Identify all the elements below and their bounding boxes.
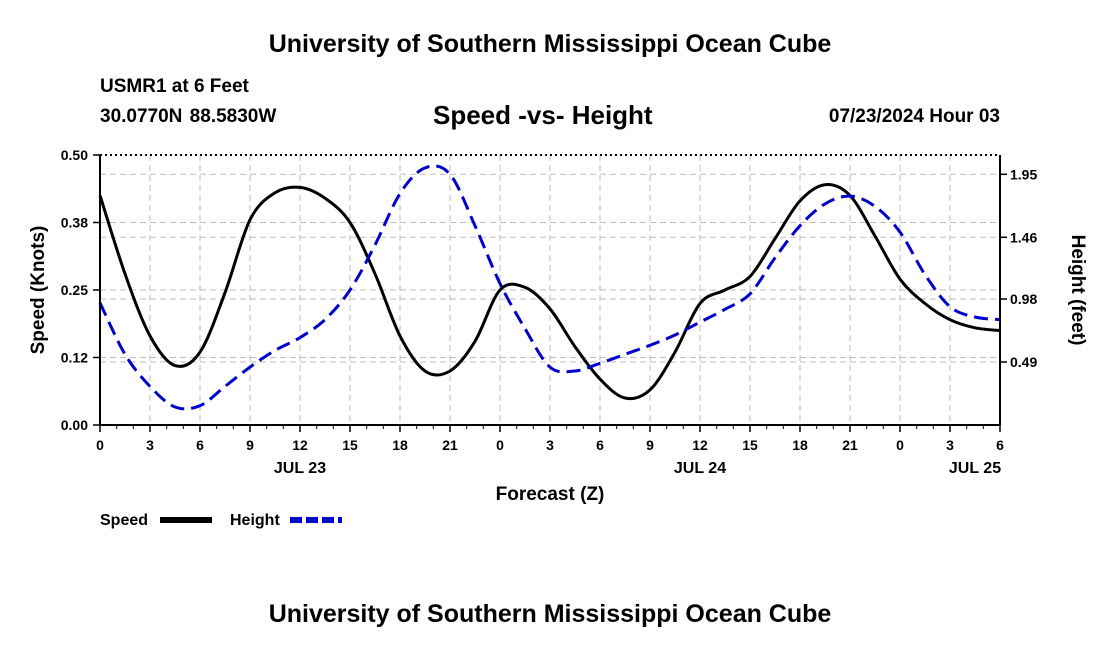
chart-title: Speed -vs- Height	[433, 100, 653, 130]
x-axis-title: Forecast (Z)	[496, 484, 605, 505]
tick-labels: 0 3 6 9 12 15 18 21 0 3 6 9 12 15 18 21 0 3 6 JUL 23 JUL 24 J…	[61, 147, 1038, 477]
y2-tick-label: 1.95	[1010, 166, 1037, 182]
axes	[93, 154, 1007, 432]
y-axis-title: Speed (Knots)	[28, 226, 49, 355]
y-tick-label: 0.00	[61, 417, 88, 433]
x-tick-label: 0	[96, 437, 104, 453]
y-tick-label: 0.12	[61, 350, 88, 366]
y2-axis-title: Height (feet)	[1067, 235, 1088, 346]
y-tick-label: 0.25	[61, 282, 88, 298]
legend: Speed Height	[100, 512, 342, 529]
x-tick-label: 0	[896, 437, 904, 453]
y-tick-label: 0.50	[61, 147, 88, 163]
x-tick-label: 6	[596, 437, 604, 453]
grid-lines	[100, 155, 1000, 425]
x-tick-label: 3	[546, 437, 554, 453]
footer-title: University of Southern Mississippi Ocean…	[268, 600, 832, 628]
x-tick-label: 21	[442, 437, 458, 453]
main-title: University of Southern Mississippi Ocean…	[268, 30, 832, 58]
speed-height-chart: 0 3 6 9 12 15 18 21 0 3 6 9 12 15 18 21 0 3 6 JUL 23 JUL 24 J…	[28, 147, 1088, 529]
chart-datetime: 07/23/2024 Hour 03	[828, 106, 1000, 127]
y2-tick-label: 0.49	[1010, 354, 1037, 370]
x-tick-label: 9	[246, 437, 254, 453]
x-tick-label: 0	[496, 437, 504, 453]
x-tick-label: 6	[196, 437, 204, 453]
date-label: JUL 24	[674, 460, 726, 477]
station-name: USMR1 at 6 Feet	[100, 76, 249, 97]
x-tick-label: 3	[146, 437, 154, 453]
x-tick-label: 12	[292, 437, 308, 453]
y2-tick-label: 1.46	[1010, 229, 1037, 245]
date-label: JUL 25	[949, 460, 1001, 477]
x-tick-label: 15	[742, 437, 758, 453]
legend-label-speed: Speed	[100, 512, 148, 529]
legend-label-height: Height	[230, 512, 280, 529]
height-series-line	[98, 164, 1001, 411]
y-tick-label: 0.38	[61, 215, 88, 231]
x-tick-label: 18	[392, 437, 408, 453]
x-tick-label: 9	[646, 437, 654, 453]
station-coords: 30.0770N 88.5830W	[100, 106, 277, 127]
x-tick-label: 18	[792, 437, 808, 453]
x-tick-label: 3	[946, 437, 954, 453]
series-lines	[98, 164, 1001, 411]
x-tick-label: 6	[996, 437, 1004, 453]
x-tick-label: 12	[692, 437, 708, 453]
date-label: JUL 23	[274, 460, 326, 477]
y2-tick-label: 0.98	[1010, 291, 1037, 307]
x-tick-label: 21	[842, 437, 858, 453]
x-tick-label: 15	[342, 437, 358, 453]
